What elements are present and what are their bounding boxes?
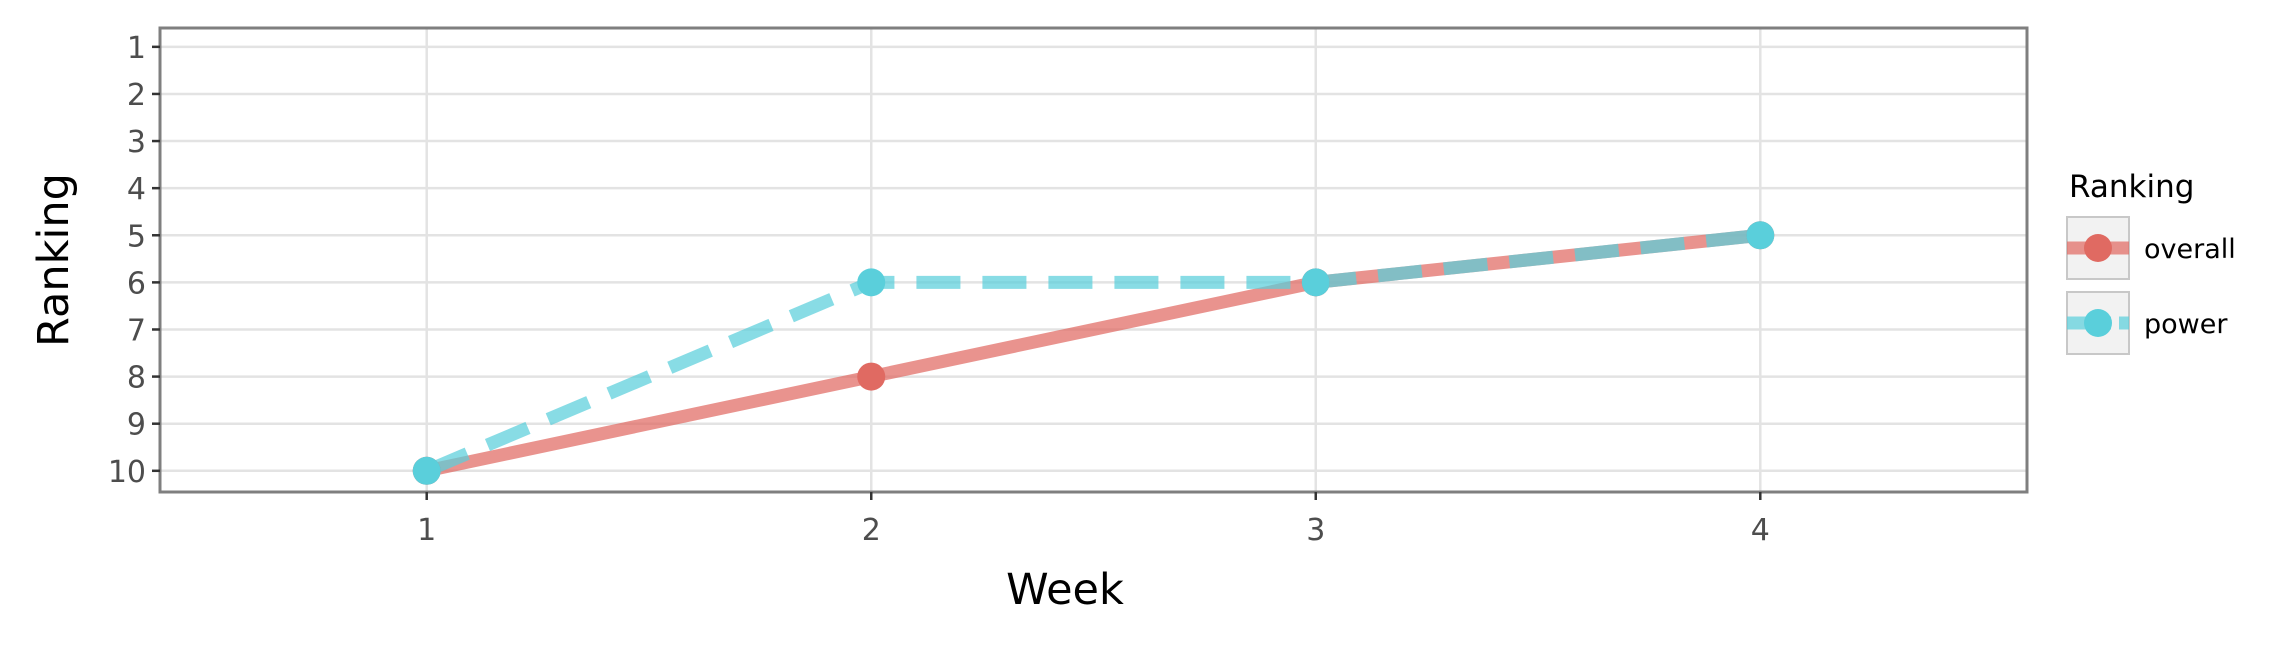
y-tick-label: 5 <box>127 219 146 254</box>
plot-border <box>158 26 2029 494</box>
series-lines <box>424 228 1761 478</box>
x-tick-label: 4 <box>1751 513 1770 548</box>
axis-ticks: 1 2 3 4 5 6 7 8 9 10 1 2 3 4 <box>108 31 1770 548</box>
y-tick-label: 4 <box>127 172 146 207</box>
series-points <box>412 221 1775 485</box>
data-point-power <box>1746 221 1775 250</box>
legend-item-overall: overall <box>2066 216 2236 280</box>
legend-key-point <box>2084 234 2112 262</box>
y-tick-label: 2 <box>127 78 146 113</box>
x-axis-title: Week <box>1006 565 1124 615</box>
legend-key-point <box>2084 309 2112 337</box>
y-tick-label: 10 <box>108 455 146 490</box>
y-axis-title: Ranking <box>29 173 79 347</box>
legend-label: overall <box>2144 234 2236 265</box>
legend: Ranking overall power <box>2066 169 2236 355</box>
y-tick-label: 7 <box>127 313 146 348</box>
legend-title: Ranking <box>2069 169 2194 205</box>
y-tick-label: 1 <box>127 31 146 66</box>
legend-items: overall power <box>2066 216 2236 355</box>
plot-background <box>160 28 2027 492</box>
x-tick-label: 3 <box>1306 513 1325 548</box>
grid-lines <box>160 28 2027 492</box>
y-tick-label: 3 <box>127 125 146 160</box>
x-tick-label: 2 <box>862 513 881 548</box>
y-tick-label: 8 <box>127 361 146 396</box>
data-point-power <box>412 456 441 485</box>
x-tick-label: 1 <box>417 513 436 548</box>
data-point-power <box>857 268 886 297</box>
data-point-overall <box>857 362 886 391</box>
legend-item-power: power <box>2066 291 2228 355</box>
y-tick-label: 6 <box>127 266 146 301</box>
legend-label: power <box>2144 309 2228 340</box>
y-tick-label: 9 <box>127 408 146 443</box>
series-line-power <box>424 228 1761 477</box>
data-point-power <box>1301 268 1330 297</box>
